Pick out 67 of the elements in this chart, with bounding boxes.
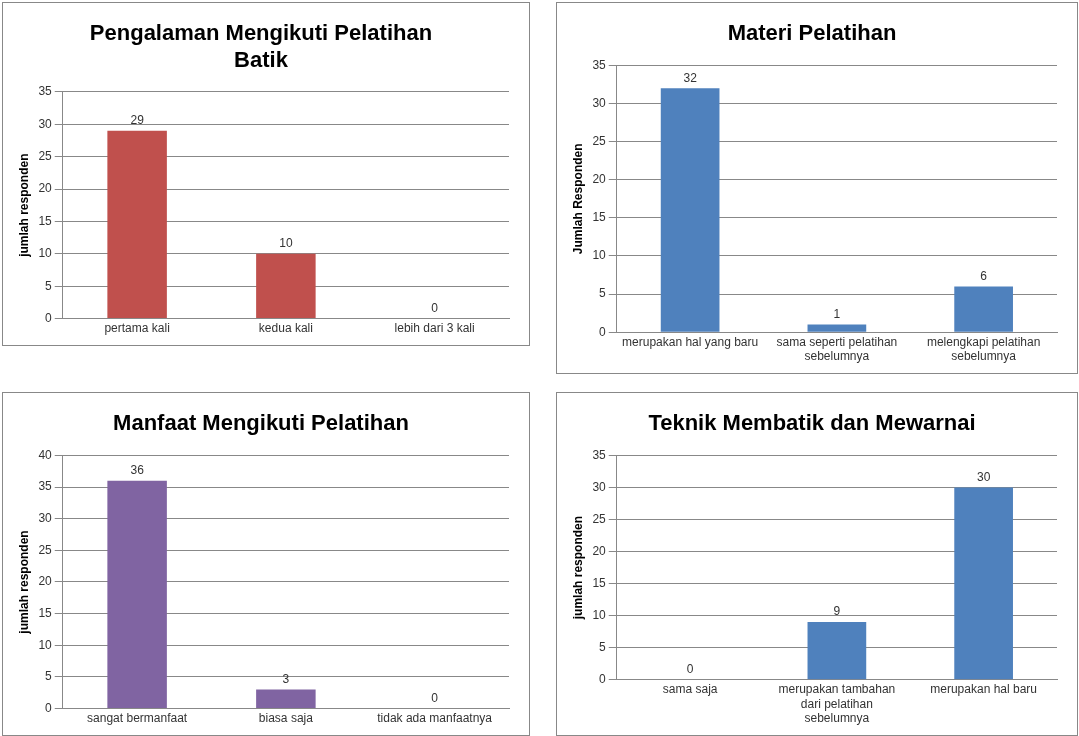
y-axis-title: jumlah responden: [16, 153, 31, 258]
data-label: 10: [279, 236, 293, 251]
y-tick-label: 0: [45, 700, 53, 715]
y-tick-label: 35: [592, 57, 607, 72]
bar: [807, 324, 867, 332]
chart-title: Manfaat Mengikuti Pelatihan: [113, 410, 409, 436]
x-tick-label: sangat bermanfaat: [87, 711, 188, 726]
y-tick-label: 20: [38, 181, 53, 196]
chart-title: Pengalaman Mengikuti Pelatihan Batik: [89, 20, 433, 72]
x-tick-label: pertama kali: [104, 321, 170, 336]
data-label: 0: [431, 300, 439, 315]
x-tick-label: kedua kali: [258, 321, 313, 336]
chart-title: Teknik Membatik dan Mewarnai: [648, 410, 976, 436]
y-tick-label: 25: [592, 511, 607, 526]
bar: [954, 286, 1013, 332]
data-label: 30: [976, 469, 991, 484]
x-tick-label: merupakan tambahan dari pelatihan sebelumnya: [778, 682, 896, 726]
y-tick-label: 35: [592, 447, 607, 462]
data-label: 6: [980, 268, 988, 283]
x-tick-label: tidak ada manfaatnya: [377, 711, 493, 726]
y-tick-label: 25: [38, 542, 53, 557]
y-tick-label: 5: [45, 669, 53, 684]
y-tick-label: 30: [592, 479, 607, 494]
y-tick-label: 15: [592, 575, 607, 590]
y-tick-label: 20: [592, 543, 607, 558]
y-tick-label: 15: [38, 605, 53, 620]
data-label: 1: [833, 306, 841, 321]
y-axis-title: jumlah responden: [570, 515, 585, 621]
y-tick-label: 15: [38, 213, 53, 228]
y-tick-label: 0: [45, 310, 53, 325]
y-tick-label: 15: [592, 210, 607, 225]
y-tick-label: 30: [38, 116, 53, 131]
y-tick-label: 5: [599, 286, 607, 301]
y-tick-label: 10: [592, 248, 607, 263]
y-tick-label: 25: [592, 133, 607, 148]
y-tick-label: 25: [38, 148, 53, 163]
x-tick-label: biasa saja: [258, 711, 314, 726]
y-tick-label: 5: [45, 278, 53, 293]
x-tick-label: merupakan hal yang baru: [622, 334, 759, 349]
x-tick-label: sama seperti pelatihan sebelumnya: [776, 334, 898, 364]
x-tick-label: lebih dari 3 kali: [394, 321, 475, 336]
y-tick-label: 20: [592, 172, 607, 187]
y-tick-label: 35: [38, 84, 53, 99]
y-tick-label: 0: [599, 672, 607, 687]
chart-title: Materi Pelatihan: [727, 20, 897, 46]
y-tick-label: 0: [599, 324, 607, 339]
y-tick-label: 5: [599, 640, 607, 655]
y-tick-label: 10: [592, 608, 607, 622]
data-label: 29: [130, 112, 145, 127]
x-tick-label: sama saja: [662, 682, 718, 697]
y-tick-label: 30: [38, 511, 53, 526]
data-label: 0: [686, 662, 694, 677]
x-tick-label: melengkapi pelatihan sebelumnya: [926, 334, 1041, 364]
y-tick-label: 30: [592, 95, 607, 110]
data-label: 0: [431, 690, 439, 705]
y-tick-label: 20: [38, 574, 53, 589]
bar: [660, 88, 720, 332]
data-label: 36: [130, 463, 145, 478]
x-tick-label: merupakan hal baru: [930, 682, 1037, 697]
y-axis-title: Jumlah Responden: [570, 143, 585, 255]
y-tick-label: 10: [38, 246, 53, 261]
y-axis-title: jumlah responden: [16, 530, 31, 635]
y-tick-label: 40: [38, 447, 53, 462]
y-tick-label: 10: [38, 637, 53, 652]
data-label: 9: [833, 604, 841, 619]
data-label: 32: [683, 70, 698, 85]
y-tick-label: 35: [38, 479, 53, 494]
